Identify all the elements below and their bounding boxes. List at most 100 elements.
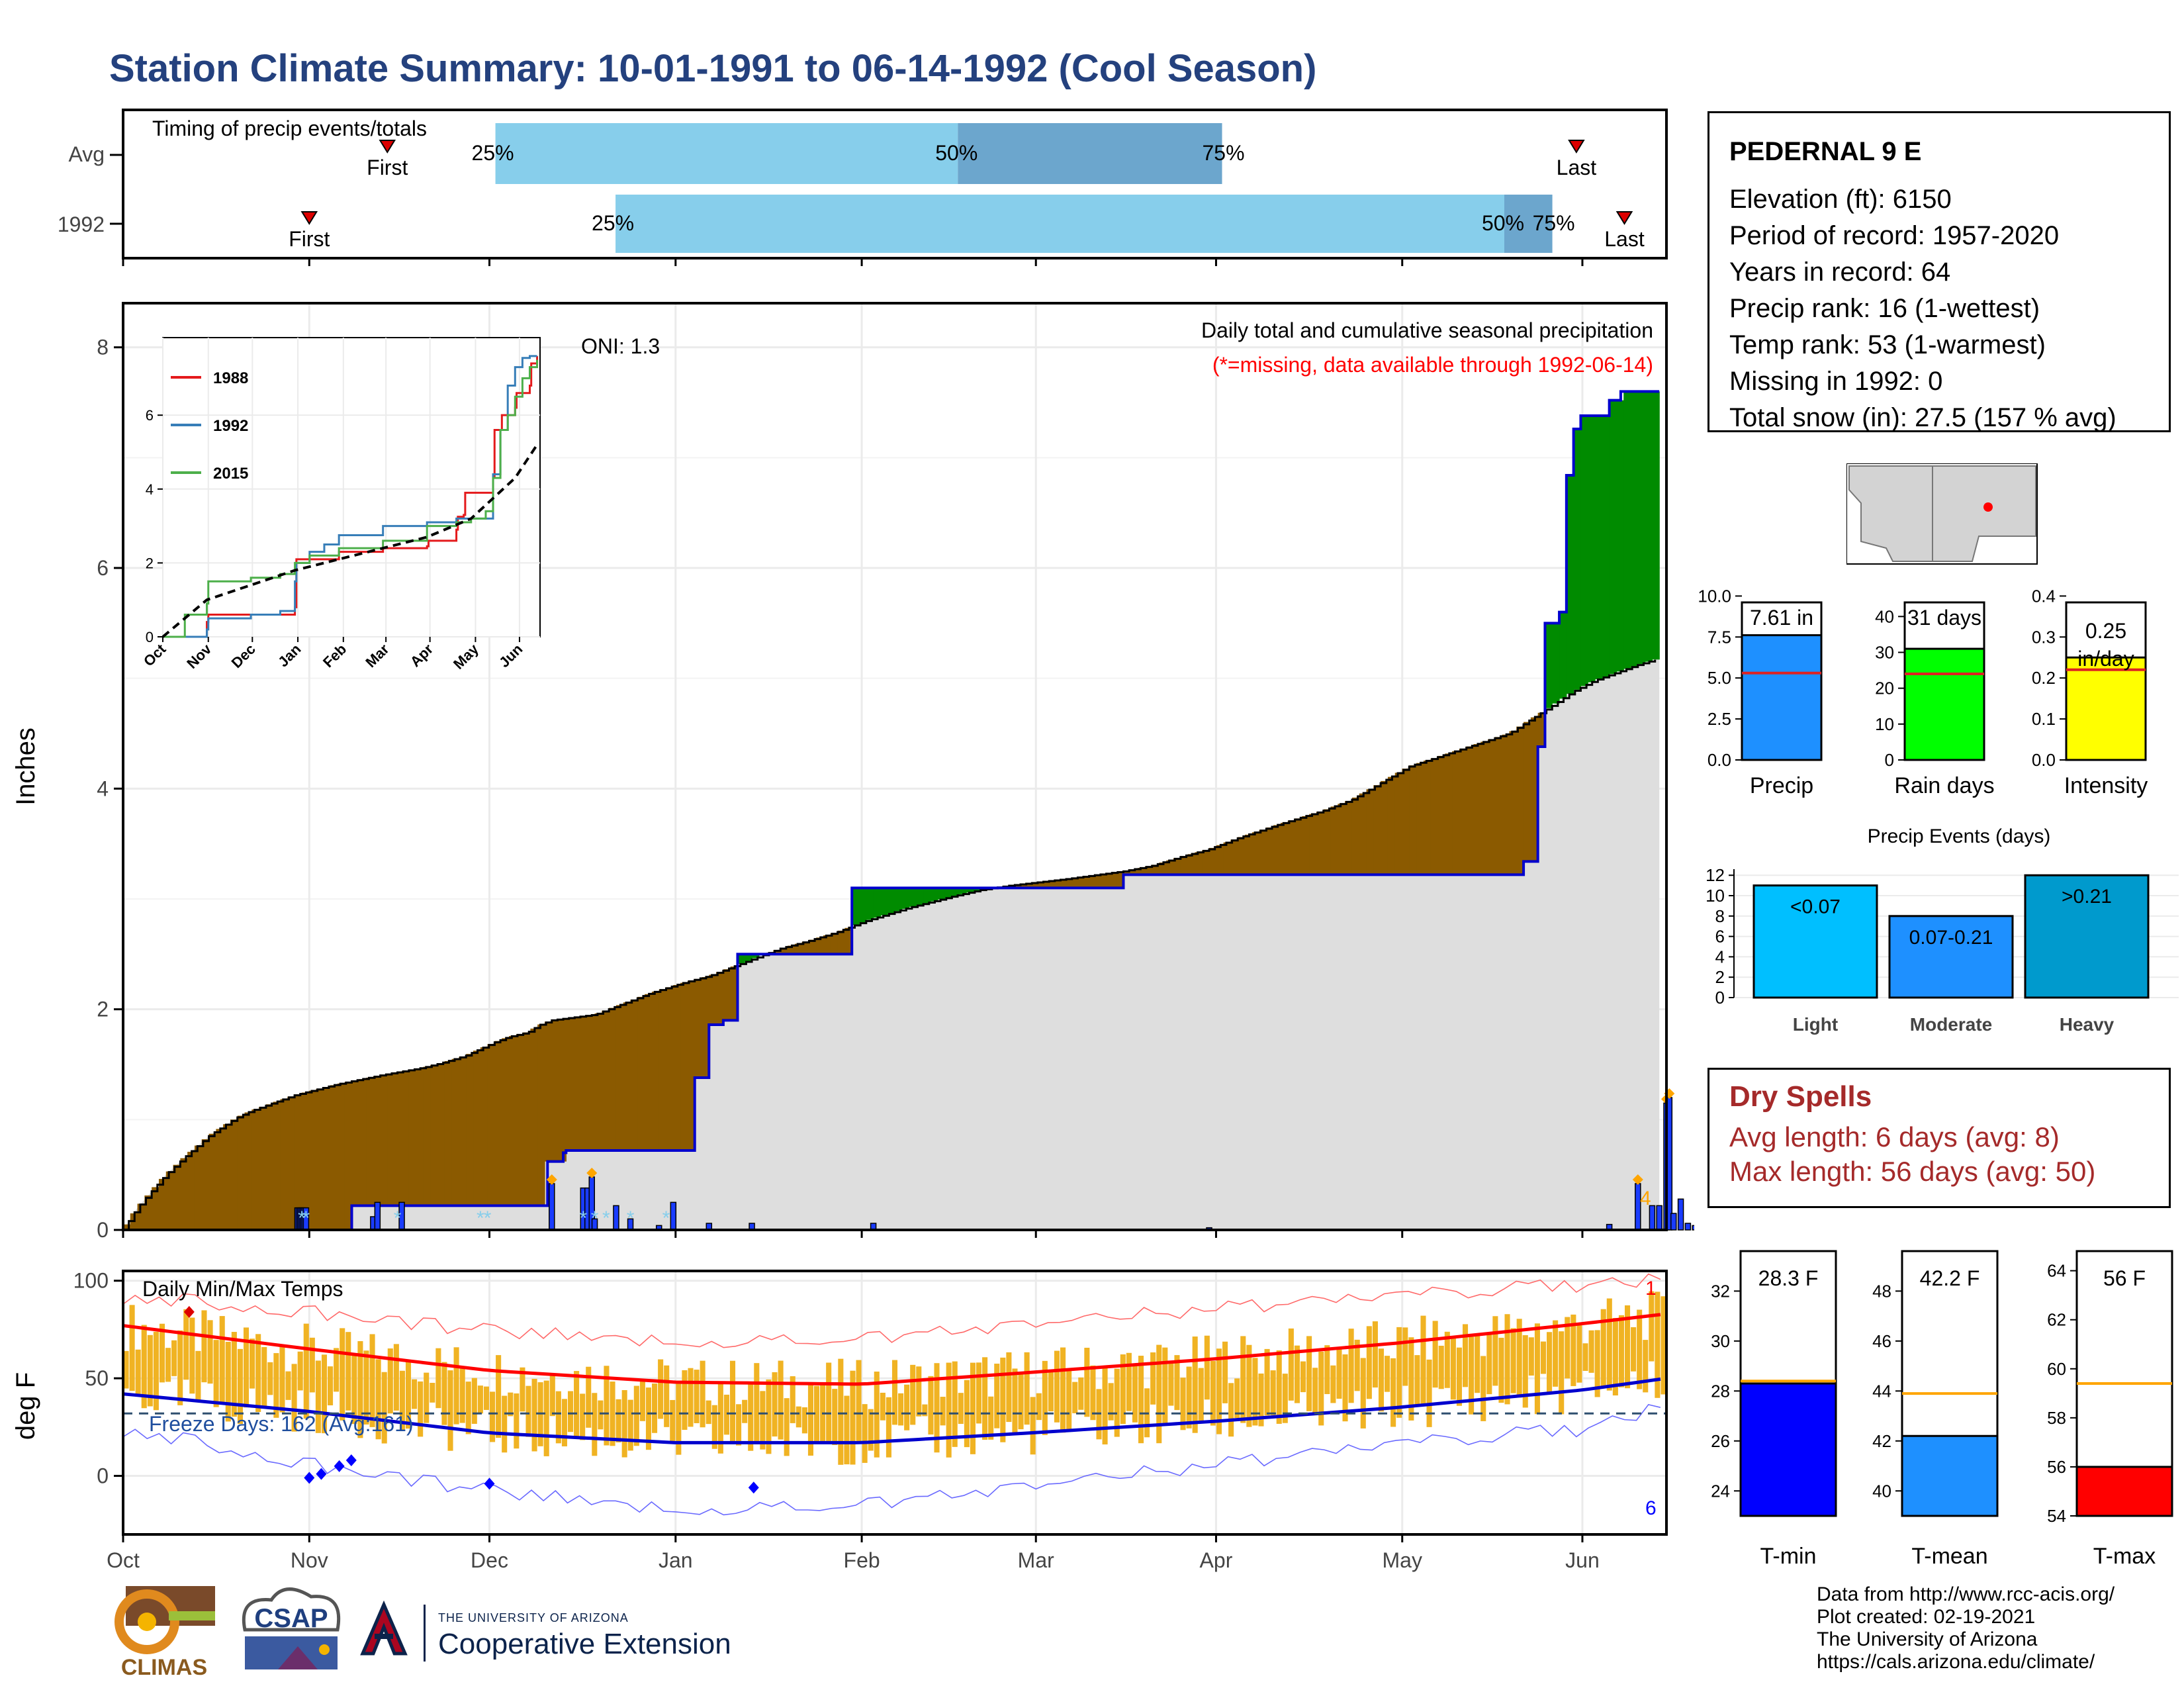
deficit-area — [201, 1139, 210, 1230]
locator-map — [1846, 463, 2038, 565]
daily-temp-bar — [1264, 1348, 1270, 1416]
oni-label: ONI: 1.3 — [581, 334, 660, 358]
deficit-area — [1516, 726, 1524, 875]
daily-temp-bar — [604, 1366, 610, 1446]
temp-y-tick-label: 0 — [97, 1464, 109, 1488]
daily-temp-bar — [1570, 1314, 1576, 1386]
deficit-area — [1245, 834, 1253, 875]
precip-y-tick-label: 4 — [97, 776, 109, 800]
deficit-area — [809, 939, 817, 955]
temp-frame — [122, 1270, 1668, 1536]
deficit-area — [437, 1063, 445, 1206]
daily-temp-bar — [970, 1362, 976, 1454]
deficit-area — [1037, 882, 1046, 888]
daily-temp-bar — [1330, 1365, 1336, 1403]
daily-temp-bar — [1102, 1366, 1108, 1445]
daily-temp-bar — [1559, 1331, 1565, 1415]
daily-temp-bar — [1246, 1344, 1252, 1427]
deficit-area — [602, 1010, 610, 1150]
dry-spells-max: Max length: 56 days (avg: 50) — [1729, 1156, 2096, 1187]
event-bar-heavy — [2024, 874, 2150, 999]
record-low-marker — [316, 1468, 327, 1480]
deficit-area — [466, 1054, 474, 1206]
daily-temp-bar — [1408, 1337, 1414, 1421]
daily-temp-bar — [1000, 1357, 1006, 1442]
deficit-area — [173, 1164, 181, 1230]
station-temp-rank: Temp rank: 53 (1-warmest) — [1729, 330, 2046, 359]
first-label: First — [367, 156, 408, 179]
deficit-area — [1230, 839, 1238, 875]
daily-temp-bar — [916, 1366, 922, 1417]
timing-bar-q25-q50 — [615, 195, 1505, 253]
daily-temp-bar — [940, 1397, 946, 1426]
daily-temp-bar — [363, 1350, 369, 1425]
daily-temp-bar — [1234, 1378, 1240, 1419]
daily-temp-bar — [664, 1365, 670, 1427]
daily-temp-bar — [399, 1370, 405, 1430]
daily-temp-bar — [357, 1341, 363, 1438]
temp-stat-bar-t-min — [1739, 1382, 1837, 1517]
deficit-area — [273, 1102, 281, 1230]
deficit-area — [723, 969, 731, 1021]
deficit-area — [223, 1124, 231, 1230]
avg-tmin-line — [122, 1377, 1661, 1444]
daily-temp-bar — [700, 1360, 705, 1428]
daily-temp-bar — [670, 1399, 676, 1442]
daily-temp-bar — [826, 1362, 832, 1442]
temp-stat-y-tick-label: 28 — [1711, 1381, 1730, 1401]
deficit-area — [844, 927, 852, 955]
daily-temp-bar — [435, 1348, 441, 1409]
precip-title-line1: Daily total and cumulative seasonal prec… — [1201, 318, 1653, 342]
deficit-area — [408, 1069, 417, 1206]
surplus-area — [887, 888, 895, 914]
daily-temp-bar — [1540, 1341, 1547, 1374]
deficit-area — [615, 1005, 624, 1150]
daily-temp-bar — [1475, 1335, 1480, 1393]
deficit-area — [1452, 751, 1460, 875]
deficit-area — [594, 1013, 602, 1150]
daily-temp-bar — [1637, 1309, 1643, 1389]
daily-temp-bar — [934, 1363, 940, 1453]
daily-temp-bar — [430, 1382, 435, 1403]
daily-temp-bar — [237, 1348, 243, 1425]
timing-bar-q50-q75 — [958, 123, 1222, 184]
daily-temp-bar — [760, 1391, 766, 1450]
daily-temp-bar — [291, 1364, 297, 1432]
surplus-area — [923, 888, 931, 904]
deficit-area — [788, 945, 796, 955]
inset-series-1992 — [163, 355, 537, 638]
daily-temp-bar — [1516, 1319, 1522, 1398]
deficit-area — [1281, 823, 1289, 875]
daily-temp-bar — [736, 1404, 742, 1446]
event-category-label: Heavy — [2060, 1014, 2115, 1035]
daily-temp-bar — [1180, 1378, 1186, 1430]
daily-temp-bar — [1438, 1345, 1444, 1389]
daily-temp-bar — [1396, 1327, 1402, 1418]
deficit-area — [1052, 880, 1060, 888]
daily-temp-bar — [387, 1348, 393, 1414]
deficit-area — [651, 992, 660, 1150]
deficit-area — [1381, 780, 1388, 875]
deficit-area — [1488, 739, 1496, 875]
inset-legend-label: 2015 — [213, 465, 248, 483]
stat-y-tick-label: 0.4 — [2032, 586, 2056, 606]
daily-temp-bar — [1649, 1291, 1655, 1362]
stat-y-tick-label: 40 — [1875, 606, 1894, 626]
daily-temp-bar — [1486, 1333, 1492, 1395]
precip-y-tick-label: 8 — [97, 336, 109, 359]
daily-temp-bar — [1354, 1339, 1360, 1391]
deficit-area — [1480, 741, 1488, 875]
daily-temp-bar — [586, 1366, 592, 1428]
station-years: Years in record: 64 — [1729, 258, 1951, 287]
temp-stat-category-label: T-mean — [1911, 1544, 1987, 1569]
deficit-area — [208, 1133, 216, 1230]
temp-x-tick-label: May — [1383, 1548, 1422, 1572]
daily-temp-bar — [610, 1382, 615, 1446]
daily-temp-bar — [1270, 1370, 1276, 1415]
deficit-area — [1373, 785, 1381, 875]
record-low-marker — [334, 1460, 345, 1472]
daily-temp-bar — [135, 1349, 141, 1396]
event-category-label: Light — [1793, 1014, 1838, 1035]
temp-stat-y-tick-label: 58 — [2047, 1408, 2066, 1428]
daily-temp-bar — [904, 1384, 910, 1430]
